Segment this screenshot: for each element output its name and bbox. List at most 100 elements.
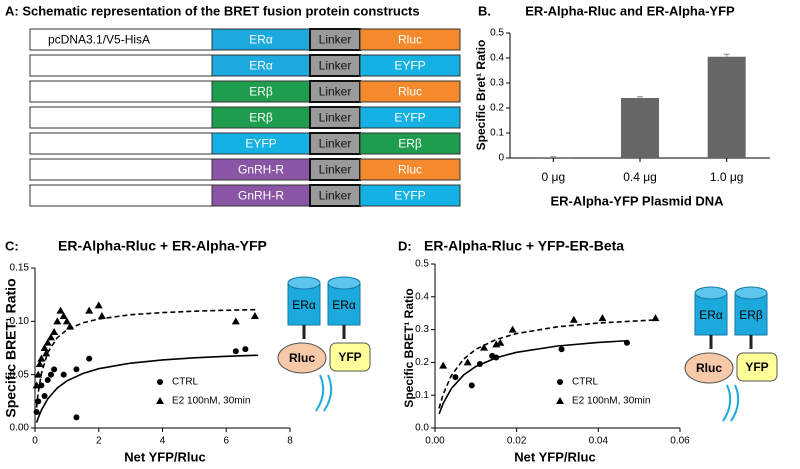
point <box>34 370 43 378</box>
part-cell <box>359 158 461 181</box>
point <box>452 374 459 381</box>
receptor-top <box>327 276 361 290</box>
part-label: EYFP <box>394 59 425 73</box>
point <box>94 301 103 309</box>
x-axis-label: Net YFP/Rluc <box>124 449 205 464</box>
legend-marker <box>556 397 564 404</box>
chart-title: ER-Alpha-Rluc and ER-Alpha-YFP <box>525 3 735 18</box>
part-label: ERα <box>249 59 273 73</box>
point <box>476 361 483 368</box>
point <box>623 339 630 346</box>
part-cell <box>359 54 461 77</box>
part-label: Rluc <box>398 33 422 47</box>
point <box>66 322 75 330</box>
receptor-label: ERα <box>292 298 316 312</box>
legend-label: CTRL <box>172 377 199 388</box>
receptor-label: ERα <box>699 308 723 322</box>
point <box>37 354 46 362</box>
point <box>86 355 93 362</box>
rluc <box>277 342 327 374</box>
point <box>231 317 240 325</box>
panel-label: C: <box>5 238 19 253</box>
vector-cell <box>29 80 213 103</box>
point <box>47 371 54 378</box>
emission-arc <box>315 374 325 412</box>
part-label: GnRH-R <box>238 189 284 203</box>
y-tick-label: 0.05 <box>10 369 30 380</box>
x-tick-label: 0.02 <box>507 436 527 447</box>
y-tick-label: 0.5 <box>490 28 504 39</box>
point <box>232 348 239 355</box>
vector-cell <box>29 106 213 129</box>
x-tick-label: 4 <box>160 436 166 447</box>
receptor-label: ERβ <box>739 308 763 322</box>
part-label: Linker <box>319 111 352 125</box>
point <box>51 366 58 373</box>
x-axis-label: ER-Alpha-YFP Plasmid DNA <box>550 193 724 208</box>
vector-cell <box>29 132 213 155</box>
point <box>85 306 94 314</box>
legend-label: CTRL <box>572 377 599 388</box>
point <box>62 317 71 325</box>
point <box>41 393 48 399</box>
part-label: EYFP <box>394 189 425 203</box>
x-tick-label: 0.04 <box>589 436 609 447</box>
point <box>558 346 565 353</box>
part-label: Rluc <box>398 163 422 177</box>
point <box>73 414 80 421</box>
y-tick-label: 0.5 <box>415 259 429 270</box>
point <box>42 349 51 357</box>
emission-arc <box>323 374 333 412</box>
y-tick-label: 0 <box>498 153 504 164</box>
point <box>463 358 472 366</box>
yfp-label: YFP <box>745 360 768 374</box>
y-axis-label: Specific BRET¹ Ratio <box>3 278 19 417</box>
y-tick-label: 0.10 <box>10 316 30 327</box>
part-cell <box>359 132 461 155</box>
legend-label: E2 100nM, 30min <box>572 396 650 407</box>
error-bar <box>550 156 557 158</box>
part-label: EYFP <box>245 137 276 151</box>
vector-cell <box>29 158 213 181</box>
point <box>73 366 80 373</box>
yfp <box>736 352 778 382</box>
y-tick-label: 0.2 <box>490 103 504 114</box>
x-tick-label: 0.00 <box>425 436 445 447</box>
legend-marker <box>557 379 563 385</box>
vector-cell <box>29 184 213 207</box>
y-tick-label: 0.00 <box>10 423 30 434</box>
y-tick-label: 0.2 <box>415 357 429 368</box>
part-cell <box>359 106 461 129</box>
part-label: Linker <box>319 189 352 203</box>
point <box>32 381 41 389</box>
part-label: ERα <box>249 33 273 47</box>
legend-label: E2 100nM, 30min <box>172 396 250 407</box>
fit-curve <box>35 308 259 408</box>
fit-curve <box>438 319 656 409</box>
x-tick-label: 8 <box>287 436 293 447</box>
bar <box>707 56 746 158</box>
point <box>97 312 106 319</box>
point <box>250 312 259 319</box>
legend-marker <box>156 397 164 404</box>
point <box>651 314 660 322</box>
point <box>43 338 52 346</box>
y-tick-label: 0.1 <box>415 390 429 401</box>
part-label: Linker <box>319 85 352 99</box>
y-tick-label: 0.4 <box>490 53 504 64</box>
point <box>59 312 68 319</box>
part-label: Linker <box>319 163 352 177</box>
rluc <box>684 352 734 384</box>
rluc-label: Rluc <box>696 361 722 375</box>
point <box>569 315 578 323</box>
part-label: Rluc <box>398 85 422 99</box>
error-bar <box>637 96 643 98</box>
receptor-label: ERα <box>332 298 356 312</box>
panel-label: B. <box>478 3 491 18</box>
y-tick-label: 0.1 <box>490 128 504 139</box>
point <box>242 346 249 353</box>
point <box>38 382 45 389</box>
point <box>468 382 475 389</box>
